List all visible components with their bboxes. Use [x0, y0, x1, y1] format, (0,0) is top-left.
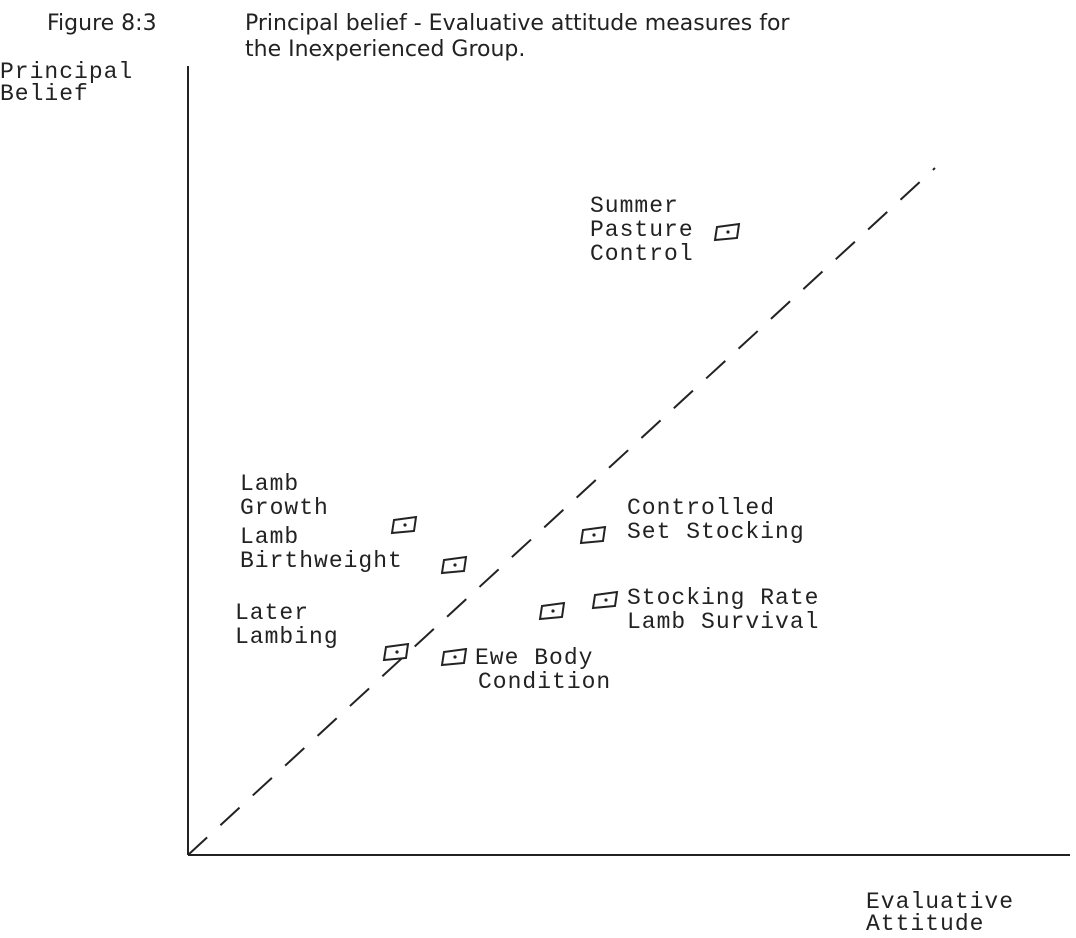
figure-number: Figure 8:3 — [47, 11, 157, 36]
item-label: Condition — [478, 669, 611, 695]
point-dot — [403, 523, 407, 527]
point-dot — [604, 598, 608, 602]
item-label: Lamb Survival — [627, 609, 819, 635]
item-label: Controlled — [627, 495, 775, 521]
item-label: Stocking Rate — [627, 585, 819, 611]
item-label: Lamb — [240, 524, 299, 550]
point-dot — [726, 230, 730, 234]
title-line: the Inexperienced Group. — [245, 37, 525, 62]
item-label: Birthweight — [240, 548, 403, 574]
item-label: Later — [235, 600, 309, 626]
item-label: Lambing — [235, 624, 339, 650]
y-axis-label: Belief — [0, 81, 89, 107]
title-line: Principal belief - Evaluative attitude m… — [245, 11, 790, 36]
point-box — [591, 590, 619, 610]
point-box — [538, 601, 566, 621]
item-label: Control — [590, 241, 694, 267]
item-label: Lamb — [240, 471, 299, 497]
point-dot — [592, 533, 596, 537]
item-label: Growth — [240, 495, 329, 521]
y-axis-label: Principal — [0, 59, 133, 85]
x-axis-label: Evaluative — [866, 889, 1014, 915]
point-box — [382, 642, 410, 662]
item-label: Set Stocking — [627, 519, 805, 545]
item-label: Pasture — [590, 217, 694, 243]
point-dot — [395, 650, 399, 654]
x-axis-label: Attitude — [866, 911, 984, 937]
point-box — [713, 222, 741, 242]
point-dot — [453, 655, 457, 659]
item-label: Ewe Body — [475, 645, 593, 671]
point-box — [440, 647, 468, 667]
item-label: Summer — [590, 193, 679, 219]
point-dot — [453, 563, 457, 567]
point-box — [390, 515, 418, 535]
point-dot — [551, 609, 555, 613]
point-box — [579, 525, 607, 545]
point-box — [440, 555, 468, 575]
diagonal — [187, 167, 936, 856]
